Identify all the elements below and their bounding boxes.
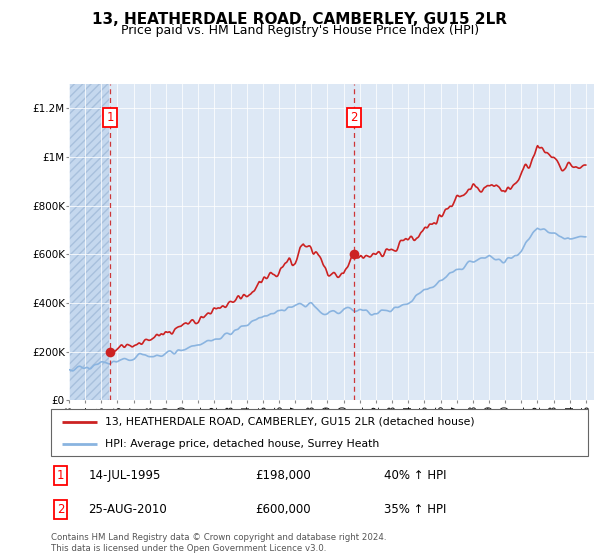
Text: 1: 1 (57, 469, 64, 482)
Text: 14-JUL-1995: 14-JUL-1995 (89, 469, 161, 482)
Text: 13, HEATHERDALE ROAD, CAMBERLEY, GU15 2LR: 13, HEATHERDALE ROAD, CAMBERLEY, GU15 2L… (92, 12, 508, 27)
Text: HPI: Average price, detached house, Surrey Heath: HPI: Average price, detached house, Surr… (105, 438, 379, 449)
Text: 2: 2 (57, 503, 64, 516)
Bar (69, 84, 109, 400)
Text: £198,000: £198,000 (255, 469, 311, 482)
Text: 40% ↑ HPI: 40% ↑ HPI (384, 469, 446, 482)
Text: Contains HM Land Registry data © Crown copyright and database right 2024.
This d: Contains HM Land Registry data © Crown c… (51, 533, 386, 553)
Text: 1: 1 (106, 111, 114, 124)
Text: 13, HEATHERDALE ROAD, CAMBERLEY, GU15 2LR (detached house): 13, HEATHERDALE ROAD, CAMBERLEY, GU15 2L… (105, 417, 475, 427)
FancyBboxPatch shape (51, 409, 588, 456)
Text: 2: 2 (350, 111, 358, 124)
Text: Price paid vs. HM Land Registry's House Price Index (HPI): Price paid vs. HM Land Registry's House … (121, 24, 479, 36)
Text: £600,000: £600,000 (255, 503, 311, 516)
Text: 25-AUG-2010: 25-AUG-2010 (89, 503, 167, 516)
Text: 35% ↑ HPI: 35% ↑ HPI (384, 503, 446, 516)
